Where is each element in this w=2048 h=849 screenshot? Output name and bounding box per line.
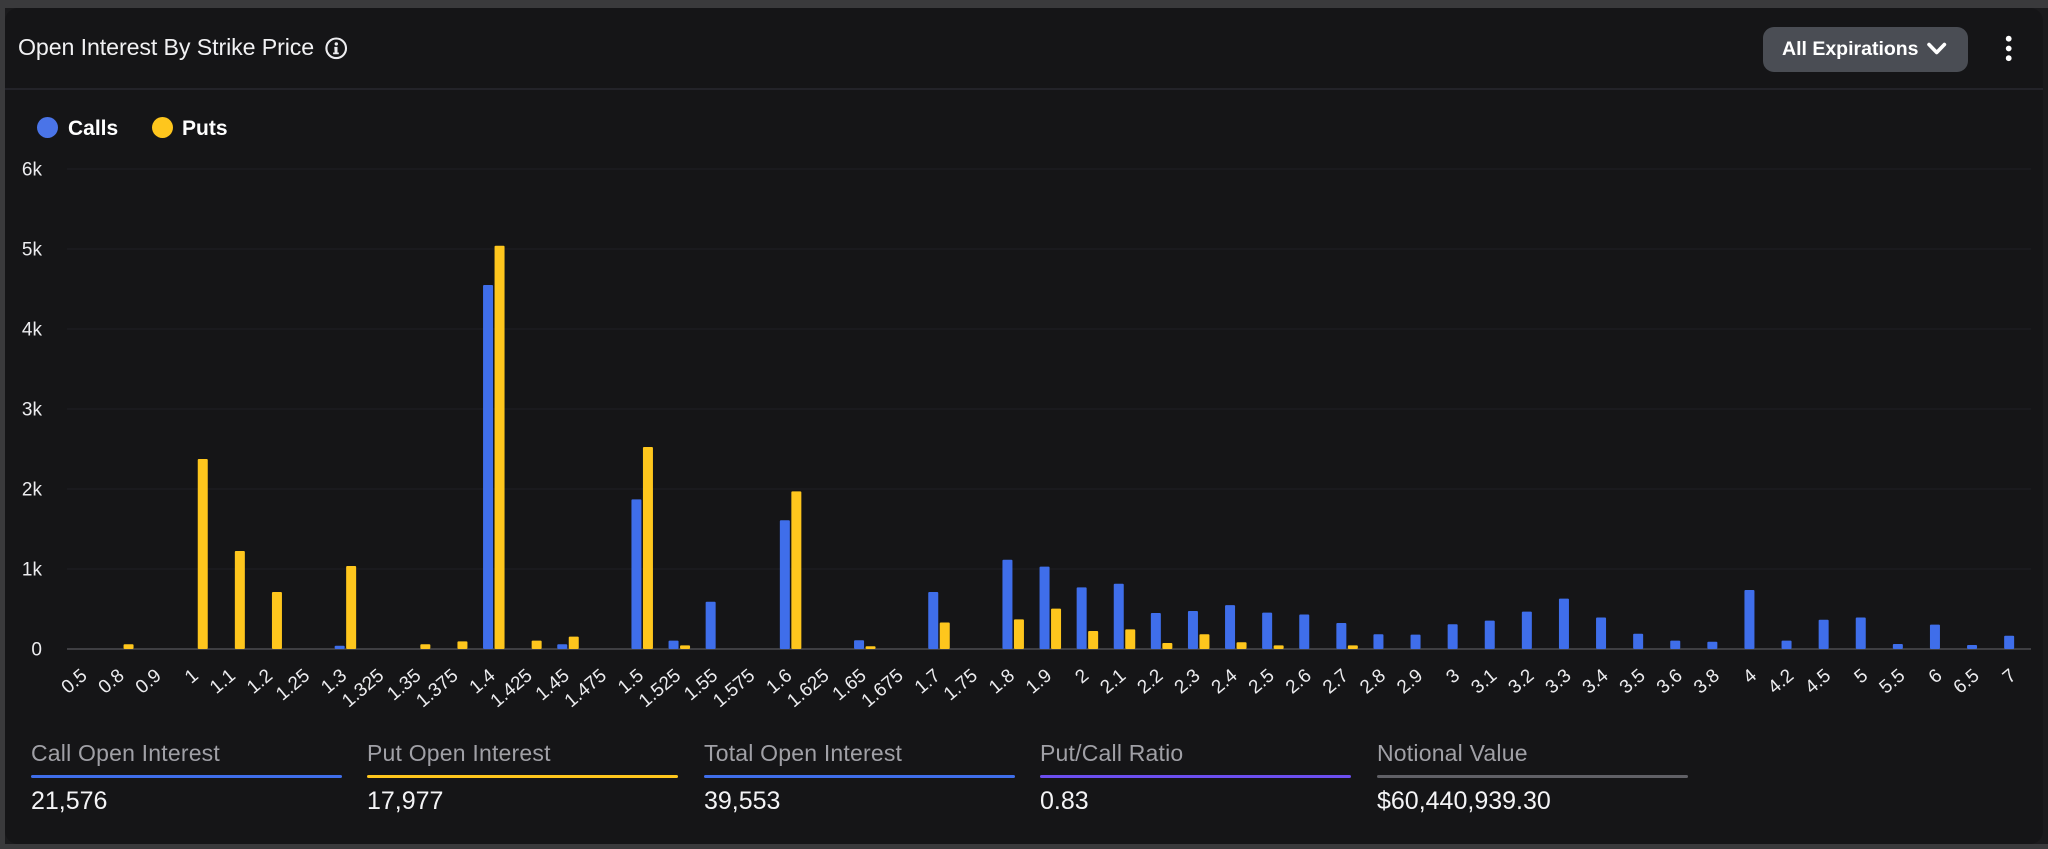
svg-text:1.75: 1.75 xyxy=(940,665,982,705)
svg-text:3.5: 3.5 xyxy=(1616,665,1650,698)
svg-text:1k: 1k xyxy=(22,560,43,581)
svg-text:3.2: 3.2 xyxy=(1505,665,1539,698)
svg-text:1.2: 1.2 xyxy=(243,665,277,698)
svg-text:3k: 3k xyxy=(22,400,43,421)
svg-text:1.9: 1.9 xyxy=(1022,665,1056,698)
svg-text:1.475: 1.475 xyxy=(561,665,611,712)
svg-text:1.575: 1.575 xyxy=(709,665,759,712)
svg-text:2.6: 2.6 xyxy=(1282,665,1316,698)
svg-text:1: 1 xyxy=(181,665,203,688)
svg-text:1.525: 1.525 xyxy=(635,665,685,712)
svg-text:3: 3 xyxy=(1443,665,1465,688)
svg-text:2: 2 xyxy=(1072,665,1094,688)
svg-text:0: 0 xyxy=(31,640,42,661)
svg-text:1.7: 1.7 xyxy=(911,665,945,698)
svg-text:0.9: 0.9 xyxy=(132,665,166,698)
svg-text:1.325: 1.325 xyxy=(338,665,388,712)
svg-text:3.1: 3.1 xyxy=(1467,665,1501,698)
svg-text:3.6: 3.6 xyxy=(1653,665,1687,698)
svg-text:4.2: 4.2 xyxy=(1764,665,1798,698)
svg-text:7: 7 xyxy=(1999,665,2021,688)
svg-text:2k: 2k xyxy=(22,480,43,501)
svg-text:1.375: 1.375 xyxy=(412,665,462,712)
svg-text:6k: 6k xyxy=(22,160,43,181)
svg-text:2.1: 2.1 xyxy=(1096,665,1130,698)
svg-text:0.8: 0.8 xyxy=(95,665,129,698)
svg-text:5: 5 xyxy=(1851,665,1873,688)
svg-text:0.5: 0.5 xyxy=(58,665,92,698)
svg-text:2.7: 2.7 xyxy=(1319,665,1353,698)
svg-text:5k: 5k xyxy=(22,240,43,261)
svg-text:1.8: 1.8 xyxy=(985,665,1019,698)
svg-text:3.4: 3.4 xyxy=(1579,665,1613,698)
svg-text:6: 6 xyxy=(1925,665,1947,688)
svg-text:4: 4 xyxy=(1739,665,1761,688)
svg-text:2.5: 2.5 xyxy=(1245,665,1279,698)
svg-text:4.5: 4.5 xyxy=(1801,665,1835,698)
svg-text:2.4: 2.4 xyxy=(1208,665,1242,698)
svg-text:6.5: 6.5 xyxy=(1950,665,1984,698)
svg-text:4k: 4k xyxy=(22,320,43,341)
svg-text:2.3: 2.3 xyxy=(1171,665,1205,698)
svg-text:5.5: 5.5 xyxy=(1876,665,1910,698)
svg-text:3.8: 3.8 xyxy=(1690,665,1724,698)
svg-text:2.9: 2.9 xyxy=(1393,665,1427,698)
svg-text:2.8: 2.8 xyxy=(1356,665,1390,698)
svg-text:1.425: 1.425 xyxy=(487,665,537,712)
svg-text:1.25: 1.25 xyxy=(272,665,314,705)
svg-text:1.625: 1.625 xyxy=(783,665,833,712)
svg-text:1.1: 1.1 xyxy=(206,665,240,698)
svg-text:2.2: 2.2 xyxy=(1134,665,1168,698)
svg-text:3.3: 3.3 xyxy=(1542,665,1576,698)
svg-text:1.675: 1.675 xyxy=(858,665,908,712)
